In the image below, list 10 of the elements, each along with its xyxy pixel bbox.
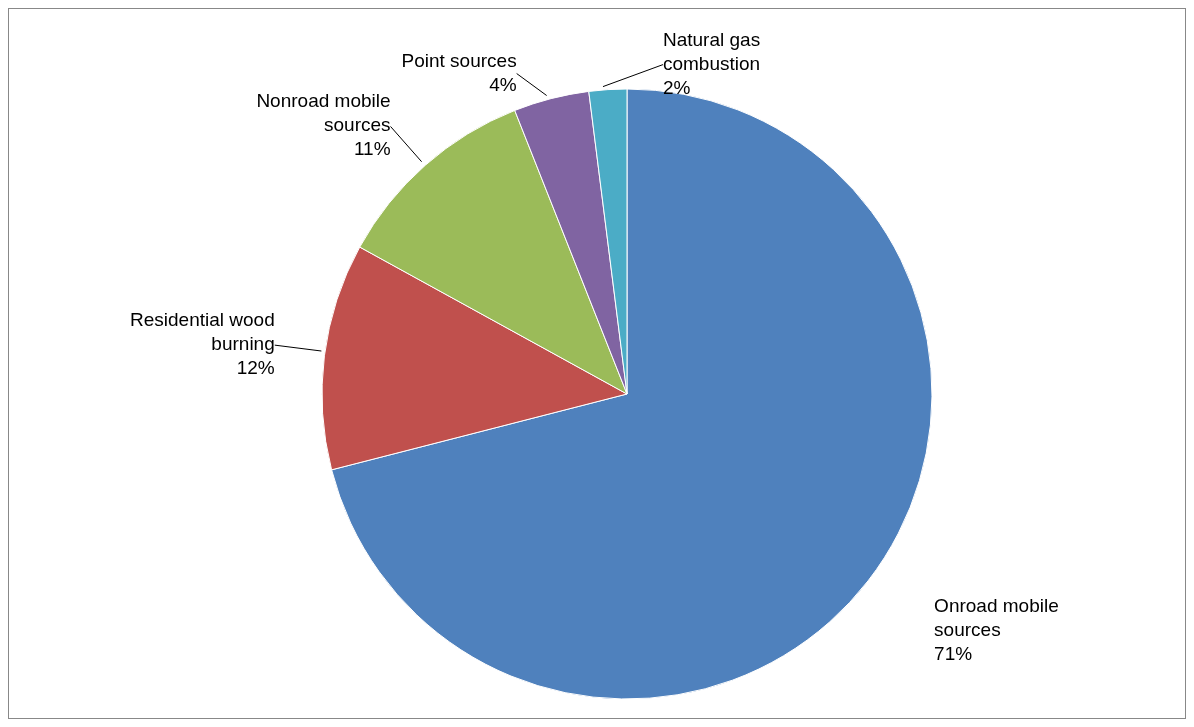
- slice-label: Point sources: [401, 49, 517, 71]
- slice-label: Natural gas combustion: [662, 28, 761, 74]
- data-label: 4%: [489, 73, 517, 95]
- data-label: 71%: [934, 643, 973, 665]
- data-label: 11%: [353, 138, 391, 160]
- slice-label: Onroad mobile sources: [934, 595, 1059, 641]
- data-label: 12%: [236, 357, 275, 379]
- slice-label: Residential wood burning: [130, 309, 275, 355]
- slice-label: Nonroad mobile sources: [256, 90, 391, 136]
- data-label: 2%: [662, 76, 691, 98]
